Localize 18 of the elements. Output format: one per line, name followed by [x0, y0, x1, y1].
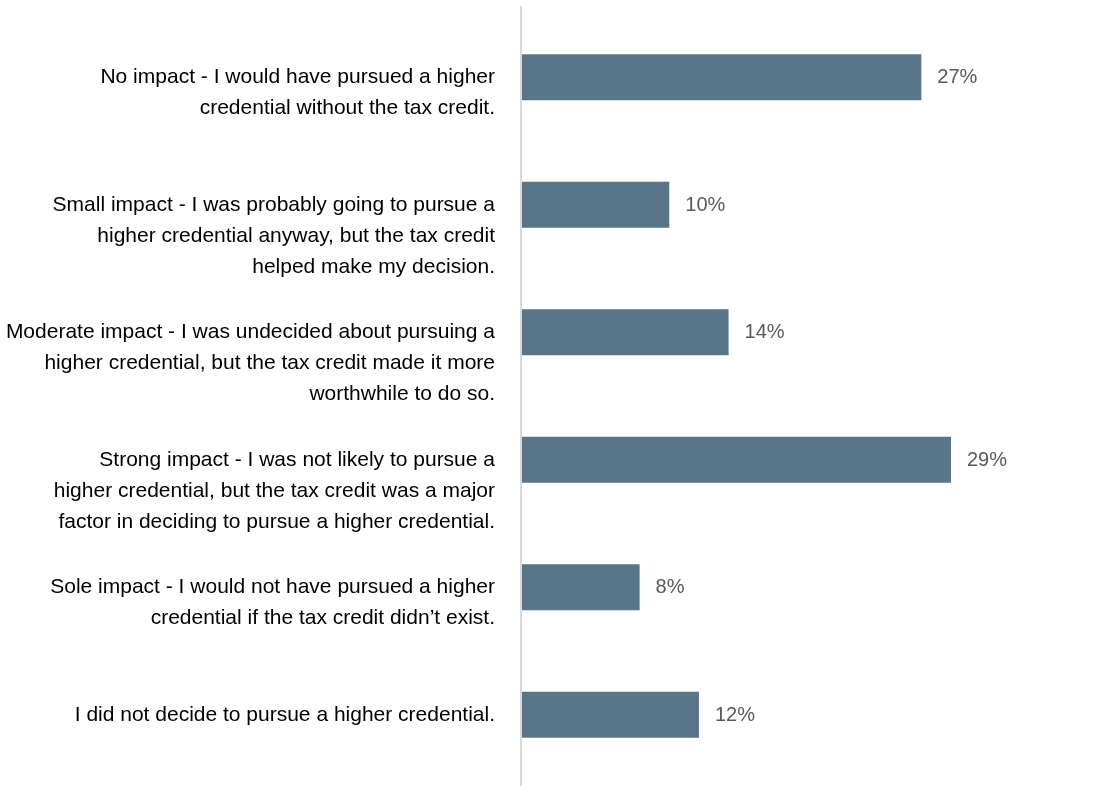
data-label: 8% [655, 575, 685, 598]
data-label: 29% [967, 447, 1008, 470]
bar [521, 54, 922, 101]
bar [521, 181, 670, 228]
bar [521, 309, 729, 356]
y-tick-label: Moderate impact - I was undecided about pursuing a higher credential, but the tax credit made it more worthwhile to do so. [5, 319, 496, 405]
data-label: 12% [714, 702, 756, 725]
bar [521, 564, 640, 611]
y-tick-label: Strong impact - I was not likely to pursue a higher credential, but the tax credit was a major factor in deciding to pursue a higher credential. [53, 446, 496, 532]
data-label: 10% [685, 192, 726, 215]
y-tick-label: I did not decide to pursue a higher credential. [74, 701, 495, 725]
y-tick-label: Small impact - I was probably going to pursue a higher credential anyway, but the tax credit helped make my decision. [52, 191, 496, 277]
y-tick-label: No impact - I would have pursued a higher credential without the tax credit. [100, 64, 495, 119]
data-label: 14% [744, 320, 785, 343]
data-label: 27% [937, 65, 978, 88]
bar [521, 436, 951, 483]
bar [521, 691, 699, 738]
y-tick-label: Sole impact - I would not have pursued a higher credential if the tax credit didn’t exist. [50, 574, 495, 629]
